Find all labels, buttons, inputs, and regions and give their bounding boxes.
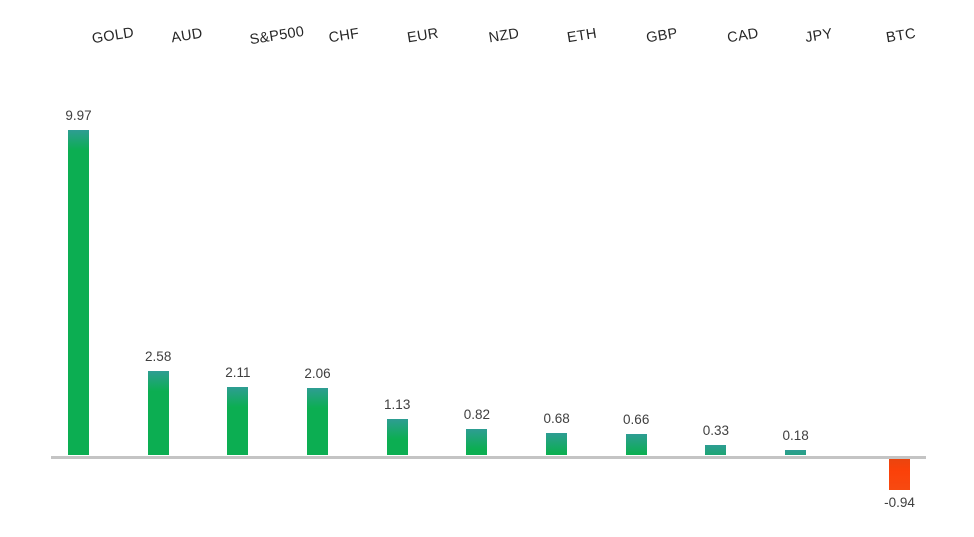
bar-btc <box>889 459 910 490</box>
bar-eur <box>386 418 408 456</box>
bar-eth <box>546 433 568 456</box>
x-axis-baseline <box>51 455 926 459</box>
value-label-gold: 9.97 <box>65 108 92 124</box>
value-label-chf: 2.06 <box>304 366 331 382</box>
bar-jpy <box>785 449 807 456</box>
bar-sp500 <box>227 386 249 456</box>
value-label-eth: 0.68 <box>543 411 570 427</box>
bar-gbp <box>625 433 647 456</box>
value-label-sp500: 2.11 <box>225 364 251 380</box>
bar-chf <box>307 388 328 456</box>
value-label-btc: -0.94 <box>884 495 915 511</box>
value-label-jpy: 0.18 <box>782 427 809 443</box>
value-label-cad: 0.33 <box>702 422 730 438</box>
value-label-nzd: 0.82 <box>463 406 491 422</box>
bar-aud <box>147 371 169 456</box>
value-label-eur: 1.13 <box>384 396 411 412</box>
bar-cad <box>705 444 727 456</box>
bar-nzd <box>466 428 488 456</box>
value-label-gbp: 0.66 <box>623 411 650 427</box>
value-label-aud: 2.58 <box>145 349 172 365</box>
bar-gold <box>68 130 89 456</box>
